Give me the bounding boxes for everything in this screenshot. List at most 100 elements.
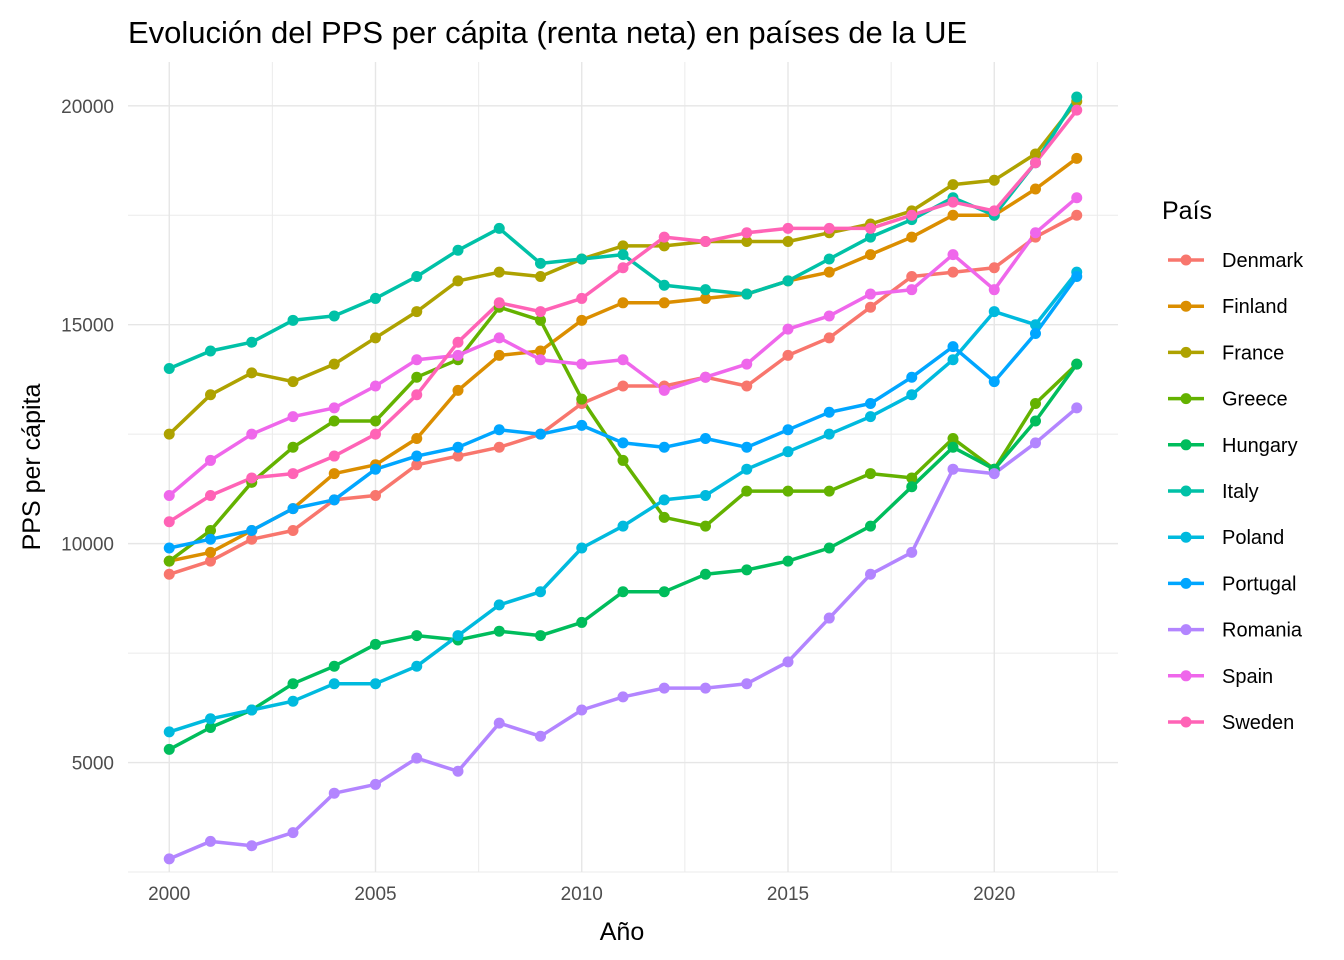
data-point-greece — [163, 555, 175, 567]
data-point-poland — [493, 599, 505, 611]
data-point-spain — [865, 288, 876, 300]
data-point-spain — [411, 354, 423, 366]
data-point-hungary — [658, 586, 670, 598]
data-point-france — [493, 266, 505, 278]
data-point-greece — [947, 433, 959, 445]
data-point-romania — [947, 463, 959, 475]
legend-key-point-denmark — [1180, 254, 1192, 266]
legend-label-portugal: Portugal — [1222, 573, 1297, 595]
data-point-spain — [163, 489, 175, 501]
data-point-portugal — [1030, 327, 1041, 339]
legend-key-point-romania — [1180, 624, 1192, 636]
data-point-denmark — [782, 349, 794, 361]
y-axis-ticks: 5000 10000 15000 20000 — [61, 97, 114, 775]
data-point-portugal — [906, 371, 918, 383]
data-point-france — [535, 271, 546, 283]
data-point-sweden — [700, 236, 711, 248]
data-point-romania — [535, 730, 546, 742]
legend-label-hungary: Hungary — [1222, 435, 1298, 457]
data-point-greece — [906, 472, 918, 484]
data-point-portugal — [782, 424, 794, 436]
data-point-finland — [205, 546, 216, 558]
data-point-france — [411, 306, 423, 318]
data-point-greece — [328, 415, 340, 427]
data-point-spain — [493, 332, 505, 344]
data-point-denmark — [947, 266, 959, 278]
data-point-italy — [163, 362, 175, 374]
legend: País Denmark Finland France Greece Hungary It… — [1162, 197, 1304, 734]
data-point-france — [947, 179, 959, 191]
legend-key-point-sweden — [1180, 716, 1192, 728]
data-point-hungary — [865, 520, 876, 532]
data-point-poland — [741, 463, 753, 475]
data-point-greece — [287, 441, 299, 453]
series-line-poland — [167, 270, 1079, 734]
data-point-italy — [617, 249, 629, 261]
data-point-sweden — [1071, 104, 1083, 116]
data-point-greece — [782, 485, 794, 497]
data-point-hungary — [328, 660, 340, 672]
data-point-spain — [658, 384, 670, 396]
data-point-italy — [865, 231, 876, 243]
data-point-denmark — [741, 380, 753, 392]
legend-label-romania: Romania — [1222, 620, 1303, 642]
data-point-poland — [658, 494, 670, 506]
data-point-sweden — [906, 209, 918, 221]
x-axis-ticks: 2000 2005 2010 2015 2020 — [148, 884, 1015, 905]
data-point-hungary — [493, 625, 505, 637]
data-point-romania — [741, 678, 753, 690]
data-point-sweden — [658, 231, 670, 243]
data-point-hungary — [370, 638, 381, 650]
data-point-italy — [411, 271, 423, 283]
data-point-portugal — [617, 437, 629, 449]
data-point-italy — [658, 279, 670, 291]
data-point-spain — [782, 323, 794, 335]
data-point-poland — [865, 411, 876, 423]
data-point-hungary — [782, 555, 794, 567]
data-point-sweden — [782, 222, 794, 234]
data-point-portugal — [535, 428, 546, 440]
y-tick-label: 10000 — [61, 535, 114, 556]
data-point-hungary — [1030, 415, 1041, 427]
legend-label-spain: Spain — [1222, 666, 1273, 688]
data-point-denmark — [493, 441, 505, 453]
data-point-italy — [782, 275, 794, 287]
data-point-poland — [823, 428, 835, 440]
data-point-finland — [576, 314, 588, 326]
legend-label-poland: Poland — [1222, 527, 1284, 549]
data-point-sweden — [370, 428, 381, 440]
data-point-portugal — [163, 542, 175, 554]
data-point-poland — [906, 389, 918, 401]
data-point-italy — [370, 292, 381, 304]
data-point-france — [741, 236, 753, 248]
data-point-france — [782, 236, 794, 248]
data-point-portugal — [741, 441, 753, 453]
x-tick-label: 2000 — [148, 884, 190, 905]
data-point-italy — [1071, 91, 1083, 103]
legend-key-point-finland — [1180, 300, 1192, 312]
data-point-portugal — [452, 441, 464, 453]
legend-label-greece: Greece — [1222, 389, 1288, 411]
data-point-portugal — [576, 419, 588, 431]
legend-label-france: France — [1222, 342, 1284, 364]
data-point-spain — [1030, 227, 1041, 239]
data-point-finland — [493, 349, 505, 361]
data-point-poland — [782, 446, 794, 458]
data-point-finland — [947, 209, 959, 221]
data-point-romania — [576, 704, 588, 716]
data-point-portugal — [700, 433, 711, 445]
data-point-sweden — [988, 205, 1000, 217]
data-point-poland — [700, 489, 711, 501]
data-point-denmark — [205, 555, 216, 567]
data-point-finland — [1030, 183, 1041, 195]
data-point-poland — [535, 586, 546, 598]
data-point-sweden — [823, 222, 835, 234]
data-point-france — [988, 174, 1000, 186]
data-point-romania — [328, 787, 340, 799]
legend-key-point-italy — [1180, 485, 1192, 497]
data-point-hungary — [576, 616, 588, 628]
data-point-finland — [823, 266, 835, 278]
data-point-poland — [370, 678, 381, 690]
data-point-sweden — [452, 336, 464, 348]
data-point-poland — [988, 306, 1000, 318]
